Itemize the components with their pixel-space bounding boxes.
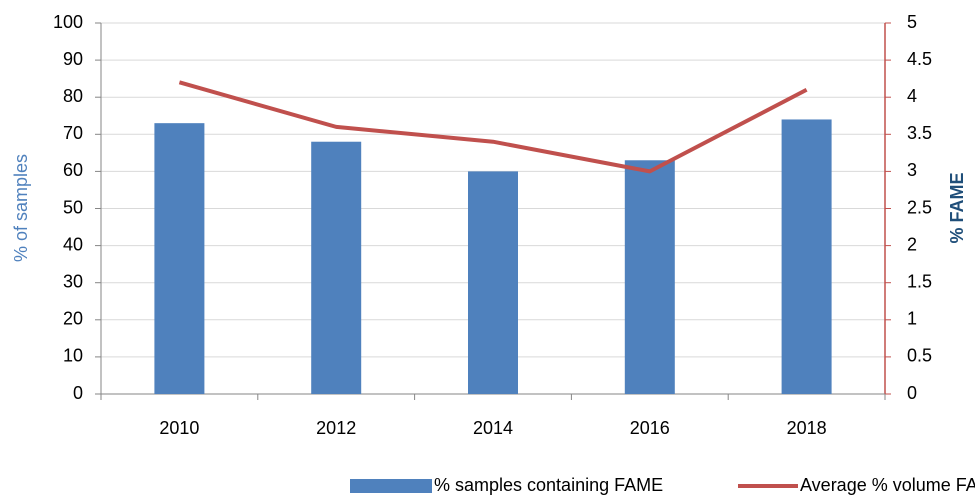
bar	[624, 160, 675, 394]
y2-tick-label: 3.5	[907, 123, 932, 143]
legend-label: Average % volume FAME	[800, 475, 975, 495]
legend-label: % samples containing FAME	[434, 475, 663, 495]
bar	[311, 141, 362, 394]
y2-tick-label: 4	[907, 86, 917, 106]
x-tick-label: 2012	[316, 418, 356, 438]
y-tick-label: 50	[63, 197, 83, 217]
y2-tick-label: 0.5	[907, 346, 932, 366]
y-tick-label: 80	[63, 86, 83, 106]
bar	[154, 123, 205, 395]
x-tick-label: 2018	[787, 418, 827, 438]
y-tick-label: 10	[63, 346, 83, 366]
legend-swatch	[350, 479, 432, 493]
y-axis-label: % of samples	[11, 154, 31, 262]
y2-tick-label: 2.5	[907, 197, 932, 217]
x-tick-label: 2016	[630, 418, 670, 438]
y2-tick-label: 0	[907, 383, 917, 403]
y-tick-label: 30	[63, 271, 83, 291]
y-tick-label: 90	[63, 49, 83, 69]
y-tick-label: 0	[73, 383, 83, 403]
y2-tick-label: 2	[907, 234, 917, 254]
y2-axis-label: % FAME	[947, 172, 967, 243]
y-tick-label: 100	[53, 12, 83, 32]
y2-tick-label: 3	[907, 160, 917, 180]
bar	[781, 119, 832, 395]
bar	[468, 171, 518, 394]
y2-tick-label: 1	[907, 309, 917, 329]
x-tick-label: 2014	[473, 418, 513, 438]
y2-tick-label: 1.5	[907, 271, 932, 291]
x-tick-label: 2010	[159, 418, 199, 438]
y-tick-label: 20	[63, 309, 83, 329]
y-tick-label: 70	[63, 123, 83, 143]
y2-tick-label: 5	[907, 12, 917, 32]
y-tick-label: 40	[63, 234, 83, 254]
line	[178, 80, 808, 174]
y-tick-label: 60	[63, 160, 83, 180]
y2-tick-label: 4.5	[907, 49, 932, 69]
